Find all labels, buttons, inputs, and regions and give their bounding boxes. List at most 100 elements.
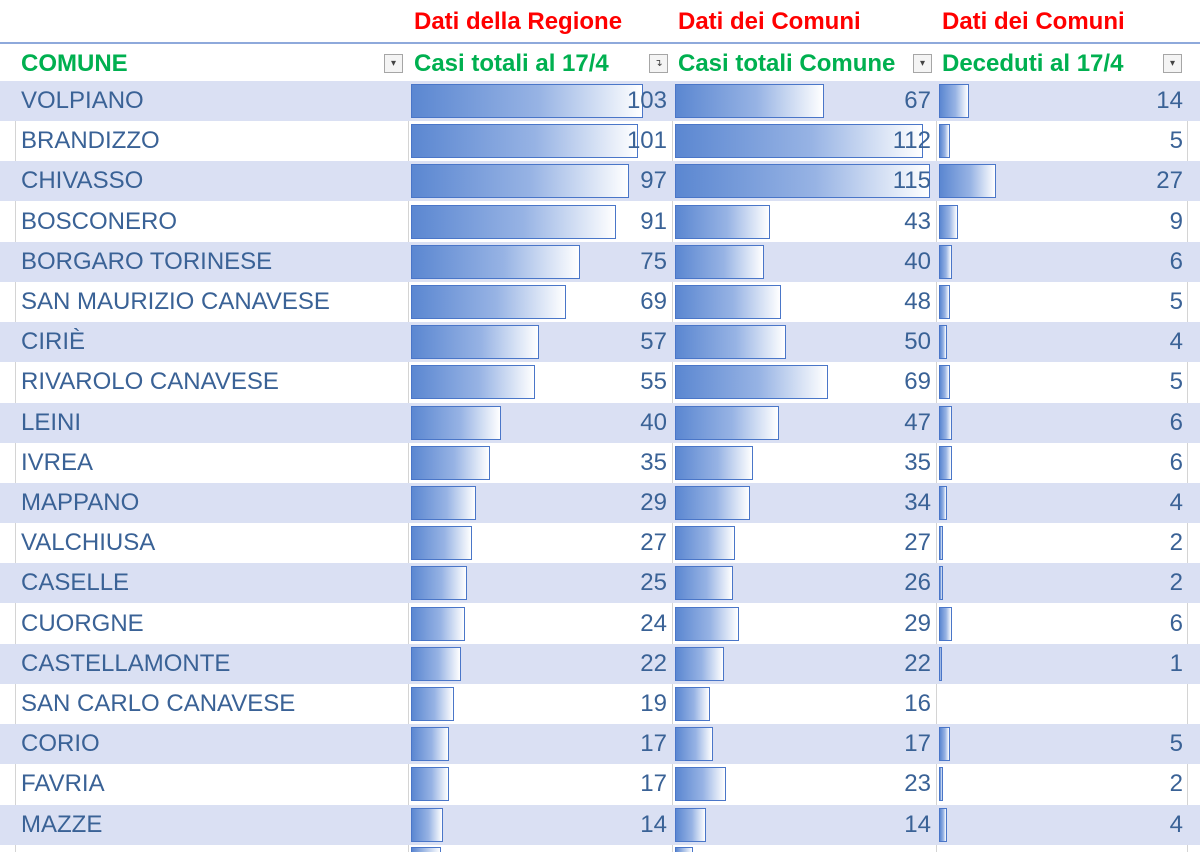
casi-regione-cell[interactable]: 57	[409, 322, 671, 362]
header-cell-casi-comune[interactable]: Casi totali Comune ▾	[673, 44, 935, 82]
deceduti-cell[interactable]	[937, 684, 1187, 724]
casi-regione-cell[interactable]: 75	[409, 242, 671, 282]
deceduti-cell[interactable]: 5	[937, 282, 1187, 322]
filter-dropdown-icon[interactable]: ▾	[1163, 54, 1182, 73]
casi-comune-cell[interactable]: 23	[673, 764, 935, 804]
header-cell-casi-regione[interactable]: Casi totali al 17/4 ↴	[409, 44, 671, 82]
comune-cell[interactable]: CASTELLAMONTE	[21, 649, 231, 677]
casi-comune-cell[interactable]: 67	[673, 81, 935, 121]
comune-cell[interactable]: SAN CARLO CANAVESE	[21, 690, 296, 717]
casi-regione-cell[interactable]: 14	[409, 805, 671, 845]
group-header-regione[interactable]: Dati della Regione	[414, 8, 623, 35]
deceduti-cell[interactable]: 6	[937, 604, 1187, 644]
casi-regione-cell[interactable]: 35	[409, 443, 671, 483]
casi-comune-cell[interactable]: 27	[673, 523, 935, 563]
casi-comune-cell[interactable]: 112	[673, 121, 935, 161]
table-row: RIVAROLO CANAVESE 55 69 5	[0, 362, 1200, 402]
data-bar	[939, 365, 950, 400]
casi-comune-cell[interactable]: 115	[673, 161, 935, 201]
comune-cell[interactable]: IVREA	[21, 448, 94, 476]
casi-comune-cell[interactable]: 26	[673, 563, 935, 603]
header-cell-comune[interactable]: COMUNE ▾	[16, 44, 408, 82]
cell-value: 27	[640, 529, 667, 557]
header-cell-deceduti[interactable]: Deceduti al 17/4 ▾	[937, 44, 1187, 82]
casi-regione-cell[interactable]: 101	[409, 121, 671, 161]
casi-comune-cell[interactable]: 50	[673, 322, 935, 362]
comune-cell[interactable]: CASELLE	[21, 569, 130, 597]
casi-regione-cell[interactable]: 29	[409, 483, 671, 523]
deceduti-cell[interactable]: 5	[937, 724, 1187, 764]
group-header-comuni[interactable]: Dati dei Comuni	[678, 8, 861, 35]
deceduti-cell[interactable]: 2	[937, 523, 1187, 563]
deceduti-cell[interactable]: 5	[937, 121, 1187, 161]
comune-cell[interactable]: CUORGNE	[21, 609, 144, 637]
comune-cell[interactable]: MAZZE	[21, 810, 103, 838]
casi-regione-cell[interactable]: 103	[409, 81, 671, 121]
casi-regione-cell[interactable]: 17	[409, 724, 671, 764]
casi-comune-cell[interactable]: 14	[673, 805, 935, 845]
casi-regione-cell[interactable]: 17	[409, 764, 671, 804]
deceduti-cell[interactable]: 2	[937, 563, 1187, 603]
casi-comune-cell[interactable]: 48	[673, 282, 935, 322]
group-header-empty-cell[interactable]	[16, 0, 408, 42]
deceduti-cell[interactable]: 14	[937, 81, 1187, 121]
casi-regione-cell[interactable]: 91	[409, 202, 671, 242]
deceduti-cell[interactable]: 6	[937, 242, 1187, 282]
cell-value: 14	[904, 810, 931, 838]
casi-comune-cell[interactable]: 40	[673, 242, 935, 282]
comune-cell[interactable]: VOLPIANO	[21, 87, 144, 114]
casi-regione-cell[interactable]: 24	[409, 604, 671, 644]
casi-regione-cell[interactable]: 97	[409, 161, 671, 201]
deceduti-cell[interactable]: 4	[937, 805, 1187, 845]
cell-value: 6	[1169, 408, 1183, 436]
deceduti-cell[interactable]: 4	[937, 322, 1187, 362]
deceduti-cell[interactable]: 5	[937, 362, 1187, 402]
casi-regione-cell[interactable]: 19	[409, 684, 671, 724]
comune-cell[interactable]: SAN MAURIZIO CANAVESE	[21, 288, 330, 315]
comune-cell[interactable]: BRANDIZZO	[21, 127, 160, 155]
casi-regione-cell[interactable]: 69	[409, 282, 671, 322]
data-bar	[939, 244, 952, 279]
comune-cell[interactable]: RIVAROLO CANAVESE	[21, 368, 279, 396]
casi-comune-cell[interactable]: 69	[673, 362, 935, 402]
data-bar	[411, 687, 454, 721]
casi-comune-cell[interactable]: 34	[673, 483, 935, 523]
comune-cell[interactable]: FAVRIA	[21, 770, 105, 798]
comune-cell[interactable]: BORGARO TORINESE	[21, 247, 273, 275]
casi-comune-cell[interactable]: 22	[673, 644, 935, 684]
comune-cell[interactable]: VALCHIUSA	[21, 529, 156, 557]
deceduti-cell[interactable]: 1	[937, 644, 1187, 684]
comune-cell[interactable]: BOSCONERO	[21, 207, 178, 235]
comune-cell[interactable]: CORIO	[21, 730, 100, 758]
casi-regione-cell[interactable]: 40	[409, 403, 671, 443]
casi-regione-cell[interactable]: 27	[409, 523, 671, 563]
casi-regione-cell[interactable]: 22	[409, 644, 671, 684]
deceduti-cell[interactable]: 2	[937, 764, 1187, 804]
casi-comune-cell[interactable]: 47	[673, 403, 935, 443]
filter-dropdown-icon[interactable]: ▾	[384, 54, 403, 73]
casi-comune-cell[interactable]: 16	[673, 684, 935, 724]
deceduti-cell[interactable]: 27	[937, 161, 1187, 201]
casi-comune-cell[interactable]: 35	[673, 443, 935, 483]
cell-value: 4	[1169, 328, 1183, 356]
deceduti-cell[interactable]: 6	[937, 443, 1187, 483]
data-bar	[411, 365, 535, 400]
casi-regione-cell[interactable]: 55	[409, 362, 671, 402]
deceduti-cell[interactable]: 6	[937, 403, 1187, 443]
data-bar	[939, 566, 943, 601]
casi-comune-cell[interactable]: 17	[673, 724, 935, 764]
casi-comune-cell[interactable]: 29	[673, 604, 935, 644]
deceduti-cell[interactable]: 4	[937, 483, 1187, 523]
comune-cell[interactable]: CIRIÈ	[21, 328, 86, 356]
cell-value: 5	[1169, 730, 1183, 758]
sort-filter-applied-icon[interactable]: ↴	[649, 54, 668, 73]
casi-regione-cell[interactable]: 25	[409, 563, 671, 603]
comune-cell[interactable]: CHIVASSO	[21, 167, 144, 195]
deceduti-cell[interactable]: 9	[937, 202, 1187, 242]
comune-cell[interactable]: MAPPANO	[21, 489, 140, 516]
comune-cell[interactable]: LEINI	[21, 408, 82, 436]
casi-comune-cell[interactable]: 43	[673, 202, 935, 242]
filter-dropdown-icon[interactable]: ▾	[913, 54, 932, 73]
group-header-comuni-deceduti[interactable]: Dati dei Comuni	[942, 8, 1125, 35]
cell-value: 6	[1169, 609, 1183, 637]
